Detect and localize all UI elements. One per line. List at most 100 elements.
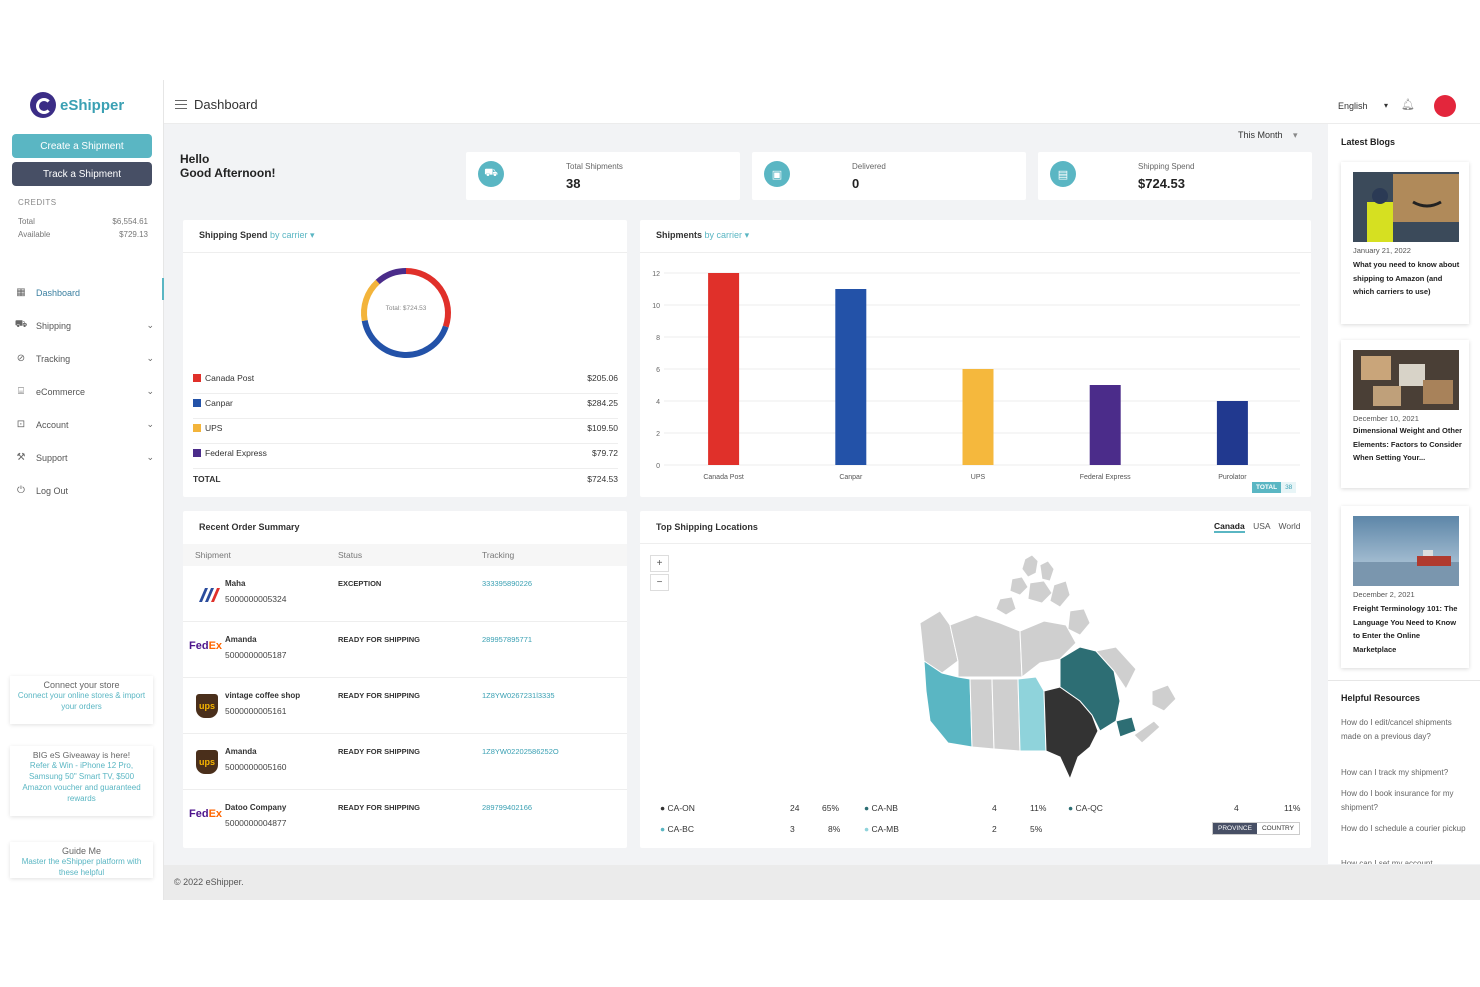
- legend-swatch: [193, 449, 201, 457]
- tab-usa[interactable]: USA: [1253, 521, 1271, 531]
- bar[interactable]: [1216, 401, 1248, 465]
- page-title: Dashboard: [194, 97, 258, 112]
- caret-down-icon[interactable]: ▾: [310, 230, 315, 240]
- spend-carrier: Federal Express: [205, 448, 267, 458]
- store-icon: ⌸: [18, 386, 24, 397]
- app-window: eShipper Create a Shipment Track a Shipm…: [0, 80, 1480, 900]
- brand-logo[interactable]: eShipper: [30, 92, 124, 118]
- sidebar-item-dashboard[interactable]: ▦ Dashboard: [0, 276, 164, 309]
- caret-down-icon[interactable]: ▾: [1384, 101, 1389, 110]
- sidebar-item-logout[interactable]: ⏻ Log Out: [0, 474, 164, 507]
- caret-down-icon[interactable]: ▾: [744, 230, 750, 240]
- chevron-down-icon: ⌄: [146, 320, 154, 330]
- period-filter[interactable]: This Month ▾: [1238, 130, 1298, 141]
- location-code: CA-ON: [667, 803, 695, 813]
- table-row[interactable]: ups Amanda 5000000005160 READY FOR SHIPP…: [183, 734, 627, 790]
- donut-slice[interactable]: [375, 268, 407, 285]
- menu-icon[interactable]: [175, 100, 187, 109]
- sidebar-item-account[interactable]: ⊡ Account ⌄: [0, 408, 164, 441]
- table-row[interactable]: FedEx Amanda 5000000005187 READY FOR SHI…: [183, 622, 627, 678]
- donut-slice[interactable]: [361, 279, 380, 322]
- bell-icon[interactable]: 🔔︎: [1401, 99, 1415, 111]
- toggle-province[interactable]: PROVINCE: [1213, 823, 1257, 834]
- tracking-link[interactable]: 1Z8YW0267231l3335: [482, 691, 555, 700]
- spend-row: Federal Express $79.72: [193, 444, 618, 469]
- column-header: Tracking: [482, 550, 515, 560]
- sidebar-item-ecommerce[interactable]: ⌸ eCommerce ⌄: [0, 375, 164, 408]
- carrier-filter[interactable]: by carrier: [704, 230, 743, 240]
- tracking-link[interactable]: 289957895771: [482, 635, 533, 644]
- credits-title: CREDITS: [18, 198, 57, 207]
- sidebar-nav: ▦ Dashboard ⛟ Shipping ⌄ ⊘ Tracking ⌄ ⌸ …: [0, 276, 164, 507]
- avatar[interactable]: [1434, 95, 1456, 117]
- track-shipment-button[interactable]: Track a Shipment: [12, 162, 152, 186]
- recent-orders-card: Recent Order Summary Shipment Status Tra…: [183, 511, 627, 848]
- blog-title: Freight Terminology 101: The Language Yo…: [1353, 604, 1458, 654]
- location-count: 2: [992, 824, 997, 834]
- location-percent: 5%: [1030, 824, 1043, 834]
- sidebar-item-tracking[interactable]: ⊘ Tracking ⌄: [0, 342, 164, 375]
- promo-giveaway[interactable]: BIG eS Giveaway is here! Refer & Win - i…: [10, 746, 153, 816]
- top-bar: Dashboard English ▾ 🔔︎: [164, 80, 1480, 124]
- y-tick-label: 8: [656, 335, 660, 342]
- bar[interactable]: [1089, 385, 1121, 465]
- tab-world[interactable]: World: [1278, 521, 1301, 531]
- resource-link[interactable]: How can I set my account: [1341, 859, 1433, 864]
- x-tick-label: Canada Post: [703, 474, 744, 481]
- greeting-time: Good Afternoon!: [180, 166, 276, 180]
- bar[interactable]: [962, 369, 994, 465]
- language-select[interactable]: English: [1338, 101, 1368, 111]
- order-recipient: Datoo Company: [225, 803, 287, 812]
- latest-blogs-title: Latest Blogs: [1341, 137, 1396, 147]
- credits-total-label: Total: [18, 217, 35, 226]
- blog-card[interactable]: January 21, 2022 What you need to know a…: [1341, 162, 1469, 324]
- canpar-logo: [195, 584, 223, 606]
- spend-carrier: UPS: [205, 423, 223, 433]
- tab-canada[interactable]: Canada: [1214, 521, 1245, 533]
- tracking-link[interactable]: 1Z8YW02202586252O: [482, 747, 559, 756]
- bar[interactable]: [708, 273, 740, 465]
- bar[interactable]: [835, 289, 867, 465]
- donut-slice[interactable]: [405, 268, 451, 328]
- tracking-link[interactable]: 333395890226: [482, 579, 533, 588]
- order-status: EXCEPTION: [338, 579, 382, 588]
- blog-image: [1353, 172, 1459, 242]
- table-row[interactable]: FedEx Datoo Company 5000000004877 READY …: [183, 790, 627, 846]
- table-row[interactable]: Maha 5000000005324 EXCEPTION 33339589022…: [183, 566, 627, 622]
- promo-title: Connect your store: [43, 680, 120, 690]
- resource-link[interactable]: How do I book insurance for my shipment?: [1341, 789, 1454, 812]
- promo-text: Master the eShipper platform with these …: [21, 857, 142, 877]
- blog-card[interactable]: December 2, 2021 Freight Terminology 101…: [1341, 506, 1469, 668]
- credits-panel: CREDITS Total $6,554.61 Available $729.13: [18, 198, 148, 243]
- sidebar-item-support[interactable]: ⚒ Support ⌄: [0, 441, 164, 474]
- order-id: 5000000005160: [225, 762, 287, 772]
- create-shipment-button[interactable]: Create a Shipment: [12, 134, 152, 158]
- divider: [1328, 680, 1480, 681]
- blog-date: January 21, 2022: [1353, 246, 1411, 255]
- spend-donut-chart: [361, 268, 451, 358]
- location-code: CA-QC: [1075, 803, 1103, 813]
- zoom-out-button[interactable]: −: [650, 574, 669, 591]
- location-item-mb: ● CA-MB 2 5%: [864, 824, 1042, 834]
- canada-map[interactable]: [920, 551, 1190, 781]
- carrier-filter[interactable]: by carrier: [270, 230, 308, 240]
- blog-card[interactable]: December 10, 2021 Dimensional Weight and…: [1341, 340, 1469, 488]
- resource-link[interactable]: How can I track my shipment?: [1341, 768, 1449, 777]
- tracking-link[interactable]: 289799402166: [482, 803, 533, 812]
- order-status: READY FOR SHIPPING: [338, 803, 420, 812]
- sidebar-item-shipping[interactable]: ⛟ Shipping ⌄: [0, 309, 164, 342]
- card-title: Shipments by carrier ▾: [656, 230, 749, 241]
- footer: © 2022 eShipper.: [164, 865, 1480, 900]
- blog-title: What you need to know about shipping to …: [1353, 260, 1460, 296]
- toggle-country[interactable]: COUNTRY: [1261, 825, 1294, 832]
- sidebar: eShipper Create a Shipment Track a Shipm…: [0, 80, 164, 900]
- location-percent: 8%: [828, 824, 841, 834]
- promo-guide-me[interactable]: Guide Me Master the eShipper platform wi…: [10, 842, 153, 878]
- zoom-in-button[interactable]: +: [650, 555, 669, 572]
- resource-link[interactable]: How do I edit/cancel shipments made on a…: [1341, 718, 1452, 741]
- table-row[interactable]: ups vintage coffee shop 5000000005161 RE…: [183, 678, 627, 734]
- resource-link[interactable]: How do I schedule a courier pickup: [1341, 824, 1466, 833]
- donut-slice[interactable]: [361, 319, 449, 358]
- copyright-text: © 2022 eShipper.: [174, 877, 244, 887]
- promo-connect-store[interactable]: Connect your store Connect your online s…: [10, 676, 153, 724]
